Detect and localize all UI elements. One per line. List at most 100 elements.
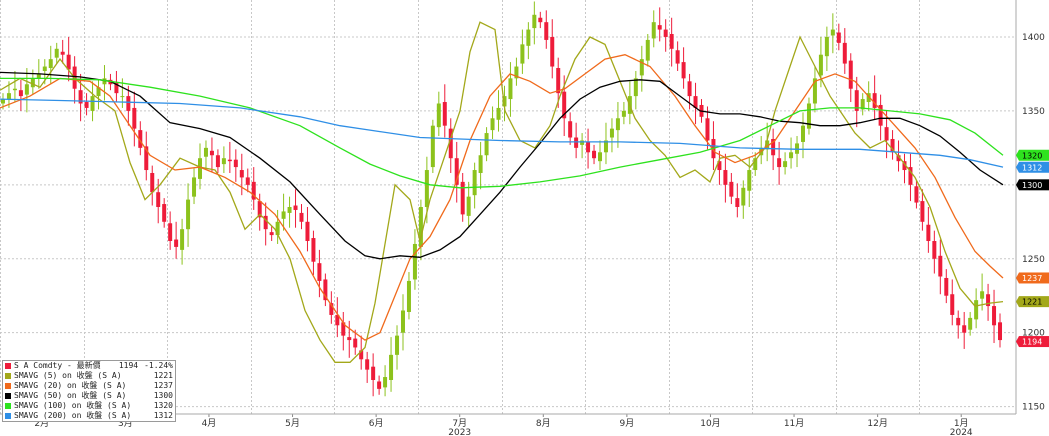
x-year-label: 2023: [448, 428, 471, 436]
price-tag-pointer: [1016, 161, 1019, 173]
candle-body: [502, 96, 507, 107]
candle-body: [120, 96, 125, 98]
candle-body: [848, 60, 853, 89]
candle-body: [526, 29, 531, 46]
candle-body: [281, 211, 286, 219]
candle-body: [174, 239, 179, 247]
candle-body: [233, 159, 238, 168]
candle-body: [138, 130, 143, 148]
y-tick-label: 1200: [1022, 329, 1045, 339]
price-tag-pointer: [1016, 336, 1019, 348]
price-tag-3: 1300: [1016, 179, 1049, 191]
legend-label: S A Comdty - 最新價: [14, 361, 101, 370]
candle-body: [377, 381, 382, 389]
candle-body: [896, 155, 901, 162]
price-tag-text: 1237: [1022, 274, 1042, 283]
candle-body: [669, 34, 674, 49]
y-tick-label: 1250: [1022, 255, 1045, 265]
candle-body: [90, 96, 95, 111]
candle-body: [18, 90, 23, 97]
x-tick-label: 4月: [202, 418, 217, 429]
candle-body: [484, 133, 489, 156]
candle-body: [400, 310, 405, 333]
candle-body: [78, 90, 83, 104]
candle-body: [693, 96, 698, 108]
candle-body: [275, 221, 280, 236]
candle-body: [162, 204, 167, 222]
candle-body: [717, 161, 722, 171]
candle-body: [639, 59, 644, 76]
legend-swatch: [5, 363, 11, 369]
candle-body: [341, 322, 346, 336]
candle-body: [842, 42, 847, 64]
price-tag-text: 1300: [1022, 181, 1042, 190]
candle-body: [884, 127, 889, 141]
candle-body: [12, 88, 17, 91]
series-line-1: [0, 21, 1004, 363]
candle-body: [48, 59, 53, 69]
legend-swatch: [5, 393, 11, 399]
candle-body: [872, 93, 877, 108]
candle-body: [371, 366, 376, 380]
price-tag-pointer: [1016, 149, 1019, 161]
y-tick-label: 1150: [1022, 403, 1045, 413]
candle-body: [657, 25, 662, 30]
legend-label: SMAVG (100) on 收盤 (S A): [14, 401, 132, 410]
candle-body: [968, 317, 973, 330]
candle-body: [60, 51, 65, 55]
candle-body: [812, 78, 817, 104]
candle-body: [765, 140, 770, 150]
candle-body: [430, 125, 435, 168]
series-line-5: [0, 98, 1004, 168]
candle-body: [257, 201, 262, 218]
candle-body: [347, 337, 352, 341]
candle-body: [490, 118, 495, 131]
legend-value: 1237: [153, 381, 173, 390]
candle-body: [818, 54, 823, 76]
candle-body: [550, 36, 555, 67]
x-tick-label: 8月: [536, 418, 551, 429]
candle-body: [741, 187, 746, 206]
candle-body: [556, 68, 561, 94]
candle-body: [460, 181, 465, 215]
candle-body: [424, 170, 429, 207]
legend-value: 1300: [153, 391, 173, 400]
candle-body: [980, 291, 985, 299]
candle-body: [836, 32, 841, 43]
candle-body: [305, 221, 310, 242]
candle-body: [251, 181, 256, 200]
legend-value: 1221: [153, 371, 173, 380]
candle-body: [54, 48, 59, 58]
candle-body: [126, 96, 131, 111]
candle-body: [96, 87, 101, 97]
candle-body: [156, 192, 161, 207]
candle-body: [335, 314, 340, 326]
price-tag-box: [1019, 336, 1049, 348]
candle-body: [150, 172, 155, 193]
candle-body: [753, 158, 758, 171]
candle-body: [293, 205, 298, 210]
candle-body: [651, 22, 656, 39]
x-tick-label: 3月: [118, 418, 133, 429]
candle-body: [114, 82, 119, 94]
candle-body: [84, 102, 89, 108]
legend-item: SMAVG (20) on 收盤 (S A) 1237: [3, 381, 175, 391]
price-tag-4: 1320: [1016, 149, 1049, 161]
candle-body: [932, 241, 937, 259]
legend-change: -1.24%: [144, 361, 173, 370]
candle-body: [317, 263, 322, 281]
candle-body: [168, 223, 173, 242]
candle-body: [478, 155, 483, 173]
candle-body: [687, 81, 692, 97]
legend-label: SMAVG (5) on 收盤 (S A): [14, 371, 122, 380]
legend-swatch: [5, 413, 11, 419]
candle-body: [269, 232, 274, 236]
legend-item: S A Comdty - 最新價 1194 -1.24%: [3, 361, 175, 371]
candle-body: [806, 103, 811, 129]
candle-body: [615, 118, 620, 131]
candle-body: [723, 170, 728, 185]
candle-body: [908, 167, 913, 185]
price-tag-text: 1221: [1022, 298, 1042, 307]
candle-body: [532, 14, 537, 29]
y-tick-label: 1400: [1022, 33, 1045, 43]
